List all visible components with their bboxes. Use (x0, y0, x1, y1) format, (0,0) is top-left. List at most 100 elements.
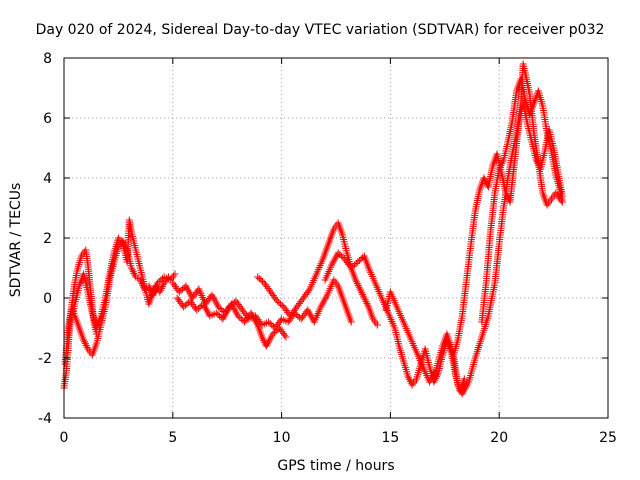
data-point (263, 283, 271, 291)
data-point (361, 296, 369, 304)
data-point (290, 307, 298, 315)
data-point (189, 301, 197, 309)
y-tick-label: 0 (43, 291, 52, 307)
data-point (254, 316, 262, 324)
data-point (265, 286, 273, 294)
data-point (264, 284, 272, 292)
data-point (259, 278, 267, 285)
data-point (194, 305, 202, 312)
x-tick-label: 20 (490, 430, 508, 446)
data-point (156, 288, 164, 296)
data-point (456, 385, 464, 393)
data-point (191, 290, 199, 298)
data-point (354, 258, 362, 266)
x-tick-label: 5 (168, 430, 177, 446)
data-point (218, 306, 226, 314)
data-point (404, 372, 412, 380)
data-point (242, 311, 250, 319)
data-point (277, 326, 285, 334)
data-point (271, 324, 279, 332)
data-point (342, 257, 350, 265)
data-point (173, 294, 181, 302)
data-point (227, 302, 235, 309)
data-point (350, 261, 358, 269)
data-point (480, 174, 488, 182)
data-point (183, 300, 191, 308)
data-point (169, 279, 177, 287)
data-point (255, 317, 263, 325)
data-point (171, 283, 179, 291)
data-point (82, 341, 90, 349)
data-point (176, 298, 184, 306)
data-point (241, 310, 249, 318)
data-point (232, 297, 240, 305)
data-point (280, 303, 288, 311)
data-point (268, 321, 276, 329)
data-point (298, 313, 306, 321)
data-point (282, 307, 290, 315)
data-point (157, 284, 165, 292)
data-point (81, 340, 89, 348)
data-point (177, 299, 185, 307)
data-point (303, 289, 311, 297)
data-point (284, 318, 292, 326)
data-point (203, 298, 211, 306)
data-point (214, 311, 222, 318)
data-point (129, 268, 137, 276)
x-tick-label: 25 (599, 430, 617, 446)
data-point (131, 271, 139, 279)
x-tick-label: 15 (381, 430, 399, 446)
data-point (278, 302, 286, 309)
data-point (358, 289, 366, 297)
data-point (364, 301, 372, 309)
data-point (496, 163, 504, 171)
data-point (482, 178, 490, 186)
data-point (498, 160, 506, 168)
x-tick-label: 0 (60, 430, 69, 446)
y-tick-label: -4 (38, 411, 52, 427)
data-point (460, 375, 468, 383)
data-point (212, 309, 220, 317)
axes: 0 5 10 15 20 25 -4 -2 0 2 4 6 8 (38, 51, 617, 446)
data-point (294, 301, 302, 309)
y-axis-label: SDTVAR / TECUs (8, 183, 24, 298)
data-point (229, 300, 237, 308)
data-point (406, 376, 414, 384)
data-point (173, 284, 181, 292)
data-point (293, 303, 301, 311)
x-axis-label: GPS time / hours (277, 458, 394, 474)
data-point (282, 333, 290, 341)
data-point (240, 308, 248, 316)
data-point (216, 305, 224, 312)
data-point (279, 329, 287, 337)
data-point (363, 299, 371, 307)
x-tick-label: 10 (273, 430, 291, 446)
data-point (373, 321, 381, 329)
data-point (357, 287, 365, 295)
data-point (255, 275, 263, 282)
data-point (495, 165, 503, 173)
data-point (235, 301, 243, 309)
data-point (260, 279, 268, 287)
data-point (259, 335, 267, 343)
data-point (347, 318, 355, 326)
data-point (260, 337, 268, 345)
data-point (257, 276, 265, 284)
data-point (204, 296, 212, 304)
data-point (289, 308, 297, 316)
data-point (170, 281, 178, 289)
y-tick-label: 6 (43, 111, 52, 127)
data-point (271, 293, 279, 301)
data-point (192, 289, 200, 297)
chart-title: Day 020 of 2024, Sidereal Day-to-day VTE… (36, 22, 605, 38)
data-point (297, 315, 305, 323)
y-tick-label: 2 (43, 231, 52, 247)
data-point (190, 292, 198, 300)
data-point (181, 302, 189, 309)
data-point (254, 273, 262, 281)
data-point (159, 281, 167, 289)
data-point (273, 297, 281, 305)
data-point (552, 189, 560, 197)
data-point (503, 191, 511, 199)
data-point (334, 249, 342, 257)
